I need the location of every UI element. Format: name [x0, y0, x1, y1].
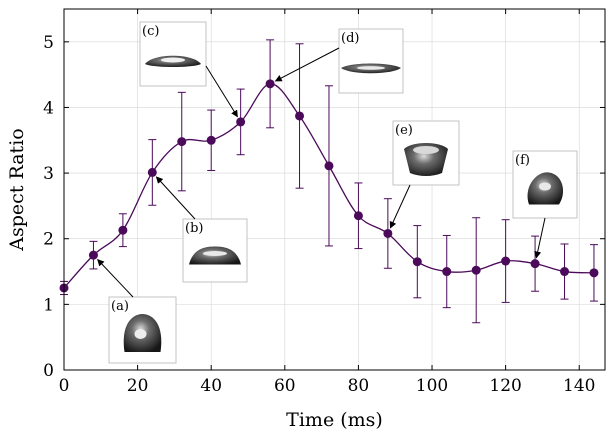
- droplet-insets: (a) (b) (c) (d) (e) (f): [97, 21, 578, 364]
- data-point: [236, 117, 246, 127]
- droplet-inset: (f): [512, 150, 578, 259]
- data-point: [88, 250, 98, 260]
- inset-frame: [139, 21, 207, 87]
- droplet-highlight: [539, 182, 551, 191]
- x-tick-label: 140: [563, 376, 595, 396]
- data-markers: [59, 79, 599, 293]
- x-tick-label: 40: [200, 376, 222, 396]
- droplet-highlight: [134, 329, 147, 339]
- x-tick-label: 120: [489, 376, 521, 396]
- y-axis-label: Aspect Ratio: [6, 128, 28, 251]
- inset-frame: [182, 218, 248, 283]
- y-tick-label: 1: [43, 295, 54, 315]
- annotation-arrow: [155, 176, 196, 220]
- droplet-highlight: [357, 66, 385, 70]
- annotation-arrow: [534, 217, 546, 259]
- data-point: [383, 228, 393, 238]
- data-point: [295, 111, 305, 121]
- y-tick-label: 4: [43, 98, 54, 118]
- droplet-highlight: [161, 57, 185, 63]
- inset-frame: [338, 28, 404, 94]
- axis-ticks: 0 20 40 60 80 100 120 140 0 1 2 3 4 5: [43, 9, 605, 396]
- annotation-arrow: [97, 258, 134, 298]
- x-tick-label: 0: [59, 376, 70, 396]
- droplet-inset: (c): [139, 21, 238, 118]
- y-tick-label: 3: [43, 164, 54, 184]
- data-point: [471, 265, 481, 275]
- data-point: [412, 257, 422, 267]
- annotation-arrow: [274, 47, 340, 82]
- data-point: [118, 225, 128, 235]
- data-point: [265, 79, 275, 89]
- data-point: [177, 137, 187, 147]
- x-axis-label: Time (ms): [286, 409, 383, 431]
- data-point: [530, 259, 540, 269]
- inset-label: (f): [515, 153, 530, 168]
- droplet-inset: (e): [389, 120, 460, 229]
- x-tick-label: 100: [416, 376, 448, 396]
- data-point: [501, 256, 511, 266]
- inset-label: (e): [395, 123, 413, 138]
- droplet-highlight: [203, 251, 227, 256]
- data-point: [560, 267, 570, 277]
- inset-label: (c): [142, 24, 159, 39]
- x-tick-label: 60: [274, 376, 296, 396]
- x-tick-label: 20: [127, 376, 149, 396]
- data-point: [147, 167, 157, 177]
- droplet-highlight: [413, 146, 439, 154]
- y-tick-label: 5: [43, 33, 54, 53]
- annotation-arrow: [205, 65, 238, 118]
- data-point: [353, 211, 363, 221]
- data-point: [206, 135, 216, 145]
- inset-label: (b): [185, 221, 203, 236]
- droplet-inset: (b): [155, 176, 248, 283]
- plot-frame: [63, 8, 606, 371]
- y-tick-label: 2: [43, 230, 54, 250]
- inset-label: (d): [341, 31, 359, 46]
- inset-label: (a): [111, 299, 129, 314]
- data-point: [324, 161, 334, 171]
- annotation-arrow: [389, 184, 411, 229]
- y-tick-label: 0: [43, 361, 54, 381]
- data-point: [442, 267, 452, 277]
- droplet-inset: (d): [274, 28, 404, 94]
- droplet-inset: (a): [97, 258, 177, 364]
- data-point: [589, 268, 599, 278]
- x-tick-label: 80: [348, 376, 370, 396]
